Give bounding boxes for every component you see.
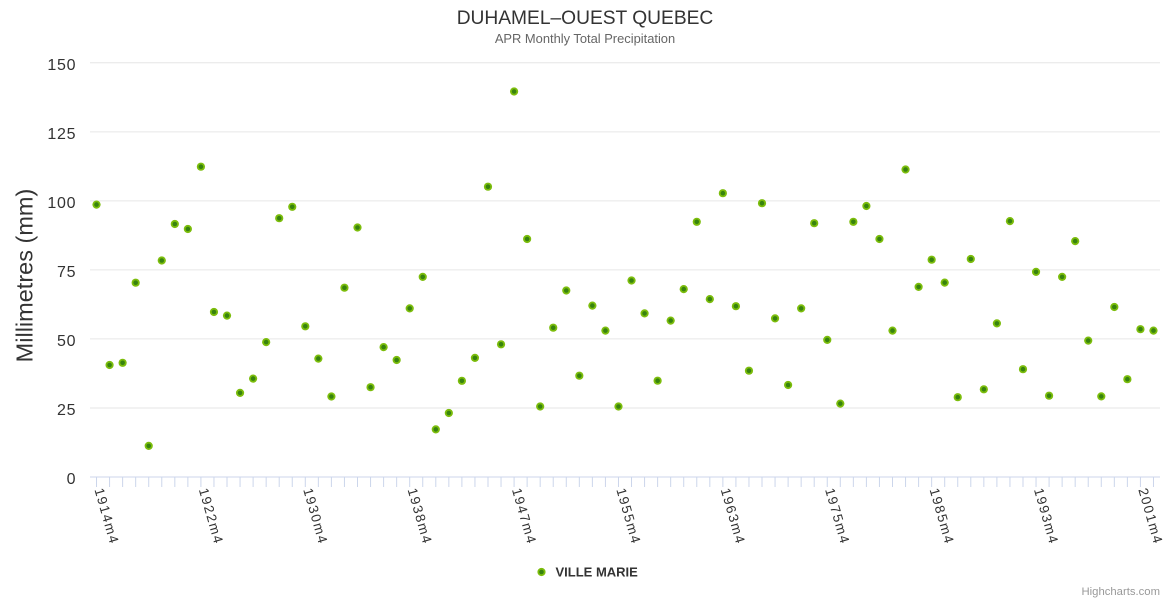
svg-text:75: 75: [57, 264, 76, 281]
svg-text:APR Monthly Total Precipitatio: APR Monthly Total Precipitation: [495, 31, 675, 46]
svg-text:25: 25: [57, 402, 76, 419]
svg-text:125: 125: [47, 126, 76, 143]
svg-text:0: 0: [67, 471, 77, 488]
svg-text:Highcharts.com: Highcharts.com: [1082, 586, 1160, 598]
svg-text:50: 50: [57, 333, 76, 350]
svg-text:Millimetres (mm): Millimetres (mm): [12, 189, 38, 363]
svg-text:VILLE MARIE: VILLE MARIE: [556, 565, 639, 580]
svg-text:150: 150: [47, 57, 76, 74]
svg-text:100: 100: [47, 195, 76, 212]
svg-text:DUHAMEL–OUEST QUEBEC: DUHAMEL–OUEST QUEBEC: [457, 8, 714, 29]
